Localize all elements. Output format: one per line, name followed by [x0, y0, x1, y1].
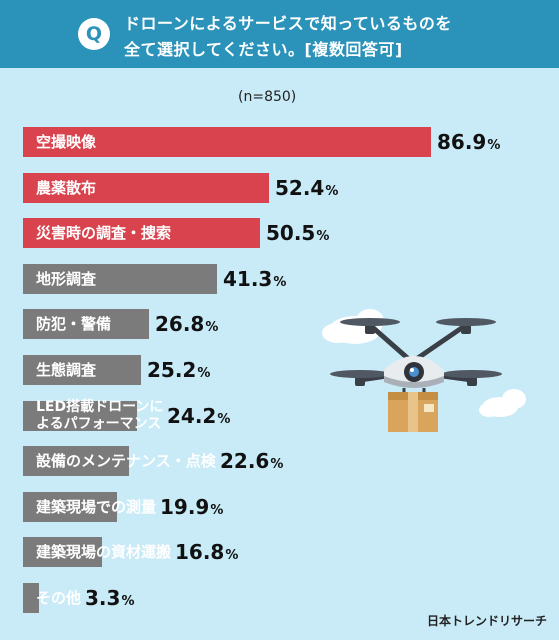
bar-category-label: 防犯・警備	[36, 315, 112, 333]
percent-unit: %	[197, 366, 211, 381]
bar	[23, 264, 217, 294]
bar-value-label: 41.3%	[223, 267, 287, 291]
bar-value-label: 50.5%	[266, 221, 330, 245]
bar-value-label: 22.6%	[220, 449, 284, 473]
bar-category-label: 建築現場の資材運搬	[36, 543, 172, 561]
bar-category-label: LED搭載ドローンに よるパフォーマンス	[36, 399, 164, 432]
question-text-line2: 全て選択してください。[複数回答可]	[124, 40, 403, 59]
bar	[23, 446, 129, 476]
bar-value-label: 86.9%	[437, 130, 501, 154]
percent-unit: %	[121, 594, 135, 609]
bar	[23, 355, 141, 385]
drone-body	[384, 356, 444, 388]
bar-category-label: 設備のメンテナンス・点検	[36, 452, 216, 470]
bar	[23, 173, 269, 203]
percent-unit: %	[205, 320, 219, 335]
bar	[23, 401, 137, 431]
bar-value-label: 3.3%	[85, 586, 135, 610]
bar-category-label: 災害時の調査・捜索	[36, 224, 172, 242]
bar-value-label: 52.4%	[275, 176, 339, 200]
percent-unit: %	[270, 457, 284, 472]
bar	[23, 127, 431, 157]
bar-category-label: 建築現場での測量	[36, 498, 157, 516]
percent-unit: %	[325, 184, 339, 199]
source-credit: 日本トレンドリサーチ	[426, 614, 547, 628]
percent-unit: %	[217, 412, 231, 427]
bar	[23, 218, 260, 248]
bar-category-label: 生態調査	[36, 361, 97, 379]
bar-value-label: 19.9%	[160, 495, 224, 519]
bar	[23, 492, 117, 522]
bar-value-label: 16.8%	[175, 540, 239, 564]
bar-category-label: 地形調査	[36, 270, 97, 288]
question-text-line1: ドローンによるサービスで知っているものを	[124, 14, 452, 33]
percent-unit: %	[225, 548, 239, 563]
percent-unit: %	[273, 275, 287, 290]
bar-category-label: 空撮映像	[36, 133, 97, 151]
question-banner: Q ドローンによるサービスで知っているものを 全て選択してください。[複数回答可…	[0, 0, 559, 68]
bar-category-label: その他	[36, 589, 82, 607]
bar-category-label: 農薬散布	[36, 179, 97, 197]
question-badge: Q	[78, 18, 110, 50]
percent-unit: %	[316, 229, 330, 244]
percent-unit: %	[210, 503, 224, 518]
bar-value-label: 25.2%	[147, 358, 211, 382]
package-icon	[388, 388, 438, 432]
bar	[23, 583, 39, 613]
sample-size: (n=850)	[238, 89, 297, 105]
bar	[23, 309, 149, 339]
bar-value-label: 24.2%	[167, 404, 231, 428]
percent-unit: %	[487, 138, 501, 153]
bar	[23, 537, 102, 567]
bar-value-label: 26.8%	[155, 312, 219, 336]
